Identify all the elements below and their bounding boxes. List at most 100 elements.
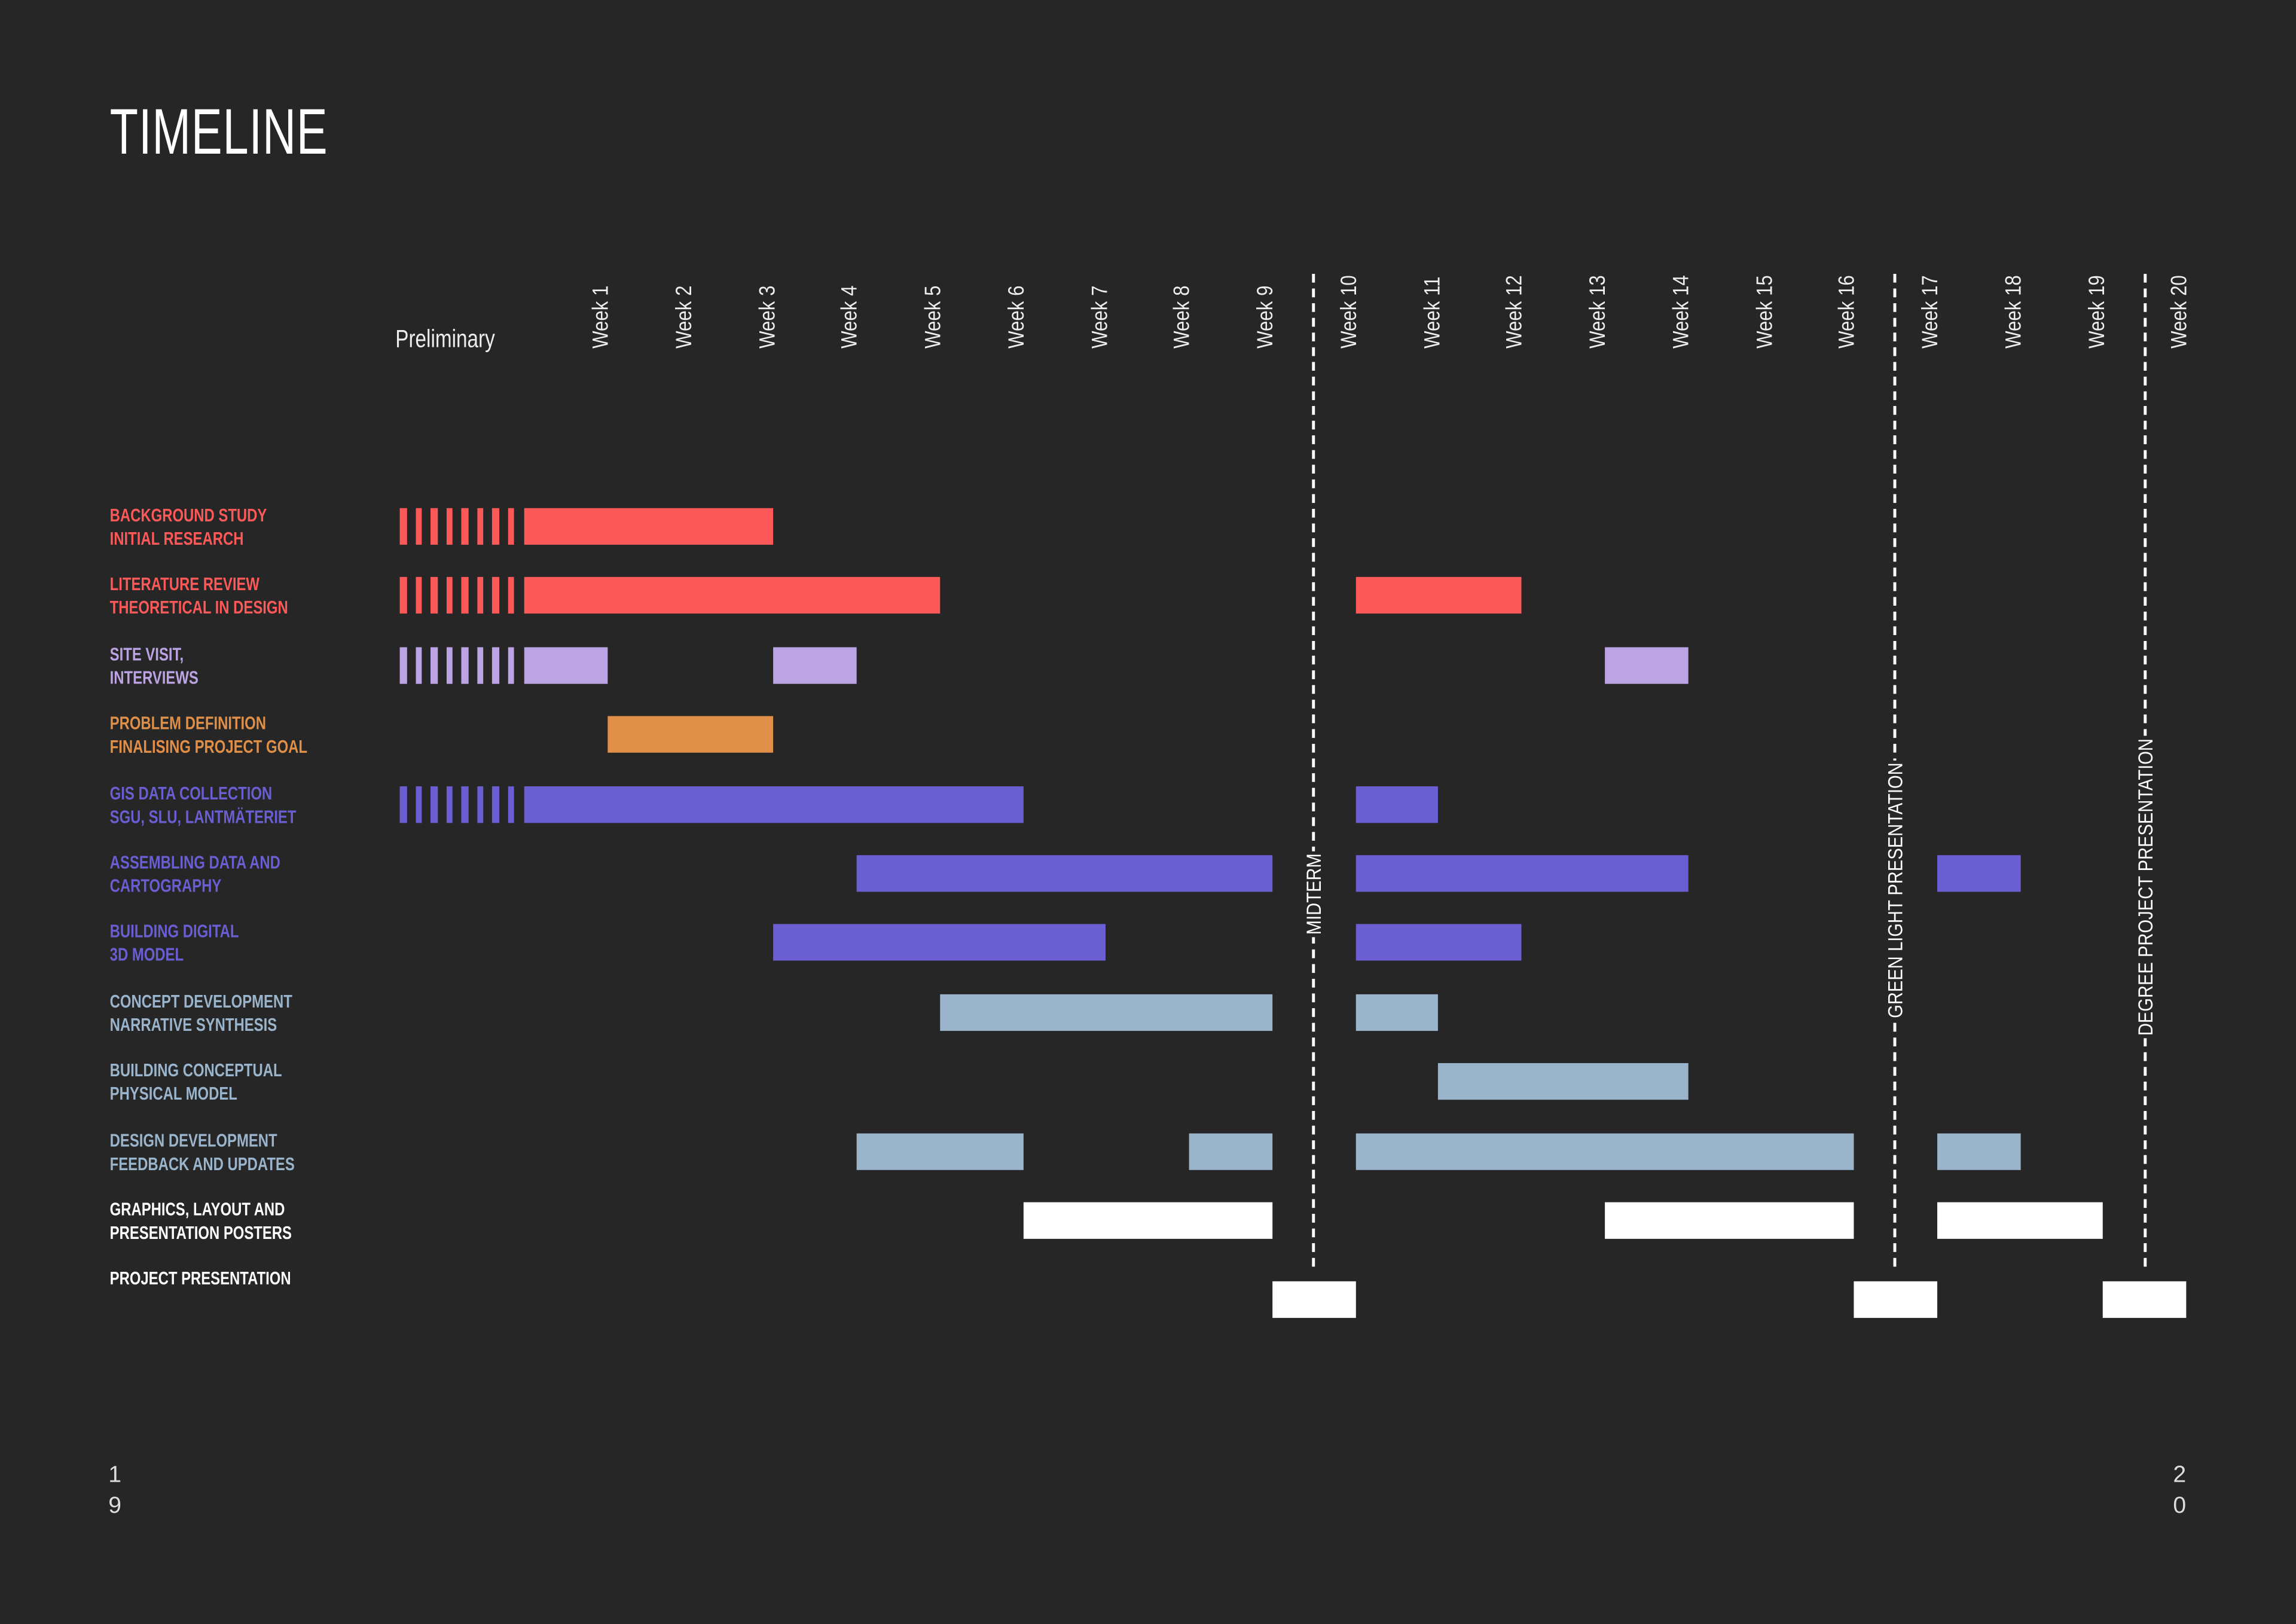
page-title: TIMELINE — [109, 96, 328, 169]
task-bar — [607, 716, 774, 753]
task-label-line: PRESENTATION POSTERS — [109, 1222, 292, 1244]
task-label-line: GRAPHICS, LAYOUT AND — [109, 1199, 285, 1220]
task-label-line: SITE VISIT, — [109, 644, 184, 665]
task-bar — [1937, 1202, 2103, 1239]
week-label: Week 13 — [1586, 275, 1611, 349]
task-bar — [1438, 1063, 1688, 1100]
preliminary-dash-mark — [491, 508, 499, 545]
milestone-dashed-line — [1312, 273, 1315, 1267]
task-bar — [524, 577, 940, 615]
week-label: Week 7 — [1087, 285, 1113, 349]
week-label: Week 9 — [1253, 285, 1278, 349]
task-bar — [1937, 855, 2020, 892]
preliminary-dash-mark — [507, 786, 514, 823]
task-bar — [1022, 1202, 1272, 1239]
task-label-line: FINALISING PROJECT GOAL — [109, 737, 308, 758]
task-bar — [1604, 1202, 1854, 1239]
week-label: Week 6 — [1004, 285, 1030, 349]
preliminary-dash-mark — [491, 786, 499, 823]
task-label-line: CARTOGRAPHY — [109, 875, 222, 896]
task-label-line: ASSEMBLING DATA AND — [109, 852, 280, 873]
milestone-label: GREEN LIGHT PRESENTATION — [1877, 760, 1913, 1021]
preliminary-dash-mark — [477, 786, 484, 823]
task-label: LITERATURE REVIEW THEORETICAL IN DESIGN — [110, 573, 288, 620]
page-number-digit: 1 — [108, 1463, 122, 1488]
task-bar — [1355, 786, 1439, 823]
task-label-line: BUILDING CONCEPTUAL — [109, 1060, 282, 1081]
task-label-line: INITIAL RESEARCH — [109, 529, 244, 550]
preliminary-dash-mark — [461, 577, 468, 615]
week-label: Week 8 — [1170, 285, 1195, 349]
task-bar — [773, 646, 857, 684]
preliminary-dash-mark — [415, 786, 422, 823]
preliminary-dash-mark — [477, 646, 484, 684]
week-label: Week 2 — [671, 285, 697, 349]
task-bar — [1355, 577, 1522, 615]
week-label: Week 20 — [2167, 275, 2193, 349]
task-label-line: INTERVIEWS — [109, 667, 199, 688]
week-label: Week 18 — [2001, 275, 2026, 349]
task-bar — [1355, 924, 1522, 961]
task-bar — [1854, 1281, 1937, 1319]
preliminary-dash-mark — [430, 786, 438, 823]
task-label-line: PROBLEM DEFINITION — [109, 713, 267, 734]
preliminary-dash-mark — [430, 577, 438, 615]
preliminary-label: Preliminary — [395, 325, 495, 353]
task-bar — [1355, 855, 1688, 892]
task-label-line: SGU, SLU, LANTMÄTERIET — [109, 806, 297, 827]
task-label: DESIGN DEVELOPMENT FEEDBACK AND UPDATES — [110, 1128, 295, 1175]
preliminary-dash-mark — [445, 646, 453, 684]
preliminary-dash-mark — [507, 508, 514, 545]
preliminary-dash-mark — [415, 646, 422, 684]
task-bar — [939, 994, 1272, 1031]
task-bar — [856, 1132, 1023, 1170]
task-label-line: NARRATIVE SYNTHESIS — [109, 1014, 277, 1035]
preliminary-dash-mark — [507, 646, 514, 684]
task-label-line: PROJECT PRESENTATION — [109, 1268, 291, 1290]
page-number-digit: 0 — [2173, 1493, 2187, 1519]
week-label: Week 12 — [1503, 275, 1528, 349]
week-label: Week 14 — [1669, 275, 1694, 349]
preliminary-dash-mark — [461, 646, 468, 684]
week-label: Week 4 — [838, 285, 863, 349]
page-number-digit: 9 — [108, 1493, 122, 1519]
task-bar — [773, 924, 1106, 961]
task-label-line: CONCEPT DEVELOPMENT — [109, 991, 292, 1012]
preliminary-dash-mark — [491, 646, 499, 684]
task-bar — [2103, 1281, 2187, 1319]
page-number-left: 1 9 — [108, 1460, 126, 1522]
milestone-label: MIDTERM — [1296, 851, 1332, 938]
task-label: BUILDING CONCEPTUAL PHYSICAL MODEL — [110, 1059, 282, 1106]
task-bar — [1272, 1281, 1355, 1319]
task-label-line: PHYSICAL MODEL — [109, 1083, 237, 1105]
week-label: Week 15 — [1752, 275, 1777, 349]
week-label: Week 19 — [2084, 275, 2109, 349]
task-label: SITE VISIT, INTERVIEWS — [110, 643, 199, 689]
task-bar — [524, 646, 607, 684]
preliminary-dash-mark — [445, 508, 453, 545]
week-label: Week 17 — [1918, 275, 1943, 349]
preliminary-dash-mark — [430, 646, 438, 684]
week-label: Week 16 — [1835, 275, 1860, 349]
task-label-line: 3D MODEL — [109, 945, 184, 966]
preliminary-dash-mark — [430, 508, 438, 545]
preliminary-dash-mark — [445, 786, 453, 823]
preliminary-dash-mark — [399, 646, 407, 684]
task-label-line: DESIGN DEVELOPMENT — [109, 1130, 277, 1150]
preliminary-dash-mark — [477, 508, 484, 545]
task-bar — [1355, 994, 1439, 1031]
task-label: PROJECT PRESENTATION — [110, 1267, 291, 1290]
task-bar — [1604, 646, 1688, 684]
page-number-right: 2 0 — [2173, 1460, 2190, 1522]
week-label: Week 5 — [921, 285, 947, 349]
task-label: BUILDING DIGITAL 3D MODEL — [110, 920, 239, 967]
milestone-label: DEGREE PROJECT PRESENTATION — [2127, 735, 2163, 1039]
preliminary-dash-mark — [399, 577, 407, 615]
task-label: GIS DATA COLLECTION SGU, SLU, LANTMÄTERIE… — [110, 782, 297, 828]
task-label-line: LITERATURE REVIEW — [109, 574, 259, 596]
preliminary-dash-mark — [415, 577, 422, 615]
task-bar — [1937, 1132, 2020, 1170]
task-bar — [856, 855, 1272, 892]
week-label: Week 1 — [588, 285, 614, 349]
